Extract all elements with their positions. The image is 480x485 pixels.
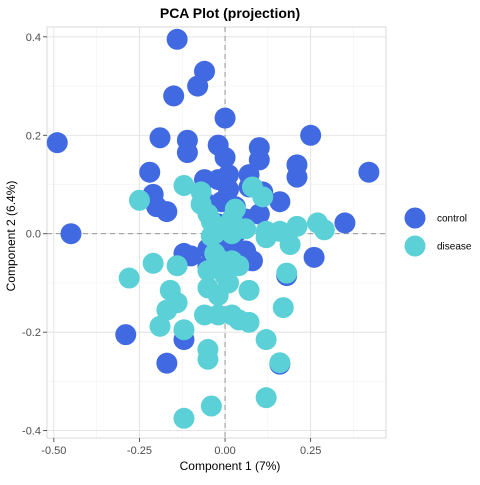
- data-point-control: [156, 352, 178, 374]
- data-point-control: [300, 124, 322, 146]
- data-point-disease: [149, 315, 171, 337]
- y-axis-label: Component 2 (6.4%): [4, 181, 18, 292]
- data-point-control: [156, 201, 178, 223]
- data-point-disease: [173, 174, 195, 196]
- x-axis-label: Component 1 (7%): [180, 459, 281, 473]
- legend-key-disease: [404, 235, 426, 257]
- legend: control disease: [404, 207, 472, 257]
- axis-layer: -0.50 -0.25 0.00 0.25 -0.4 -0.2 0.0 0.2 0.4: [22, 32, 321, 457]
- data-point-disease: [128, 189, 150, 211]
- legend-label-control: control: [437, 214, 467, 225]
- data-point-control: [166, 28, 188, 50]
- data-point-disease: [224, 198, 246, 220]
- data-point-control: [358, 161, 380, 183]
- data-point-disease: [255, 329, 277, 351]
- data-point-disease: [255, 387, 277, 409]
- data-point-control: [163, 85, 185, 107]
- data-point-disease: [207, 284, 229, 306]
- data-point-control: [187, 75, 209, 97]
- data-point-disease: [142, 252, 164, 274]
- data-point-control: [214, 107, 236, 129]
- data-point-control: [115, 324, 137, 346]
- data-point-disease: [173, 319, 195, 341]
- data-point-control: [248, 149, 270, 171]
- data-point-disease: [276, 262, 298, 284]
- points-layer: [46, 28, 380, 429]
- data-point-control: [139, 161, 161, 183]
- data-point-disease: [228, 255, 250, 277]
- data-point-control: [149, 127, 171, 149]
- data-point-disease: [235, 218, 257, 240]
- x-tick-label: -0.50: [41, 445, 66, 457]
- chart-title: PCA Plot (projection): [160, 5, 300, 21]
- data-point-control: [217, 164, 239, 186]
- data-point-disease: [156, 299, 178, 321]
- panel-border: [46, 26, 387, 439]
- legend-key-control: [404, 207, 426, 229]
- data-point-control: [269, 191, 291, 213]
- series-disease: [118, 174, 335, 429]
- y-tick-label: -0.4: [22, 426, 41, 438]
- x-tick-label: -0.25: [127, 445, 152, 457]
- data-point-disease: [200, 395, 222, 417]
- data-point-control: [286, 166, 308, 188]
- data-point-disease: [238, 311, 260, 333]
- data-point-disease: [269, 352, 291, 374]
- data-point-disease: [118, 267, 140, 289]
- y-tick-label: 0.2: [26, 130, 41, 142]
- data-point-control: [303, 246, 325, 268]
- x-tick-label: 0.00: [214, 445, 235, 457]
- y-tick-label: 0.4: [26, 32, 41, 44]
- data-point-disease: [204, 223, 226, 245]
- y-tick-label: 0.0: [26, 229, 41, 241]
- data-point-disease: [252, 186, 274, 208]
- data-point-control: [46, 132, 68, 154]
- data-point-control: [334, 212, 356, 234]
- data-point-disease: [313, 219, 335, 241]
- grid-layer: [46, 26, 387, 439]
- data-point-control: [176, 142, 198, 164]
- data-point-disease: [279, 234, 301, 256]
- data-point-disease: [255, 227, 277, 249]
- data-point-disease: [197, 348, 219, 370]
- data-point-disease: [173, 407, 195, 429]
- data-point-control: [214, 146, 236, 168]
- data-point-disease: [166, 255, 188, 277]
- x-tick-label: 0.25: [300, 445, 321, 457]
- data-point-control: [60, 223, 82, 245]
- data-point-disease: [286, 215, 308, 237]
- y-tick-label: -0.2: [22, 327, 41, 339]
- data-point-disease: [272, 297, 294, 319]
- data-point-disease: [238, 279, 260, 301]
- legend-label-disease: disease: [437, 242, 472, 253]
